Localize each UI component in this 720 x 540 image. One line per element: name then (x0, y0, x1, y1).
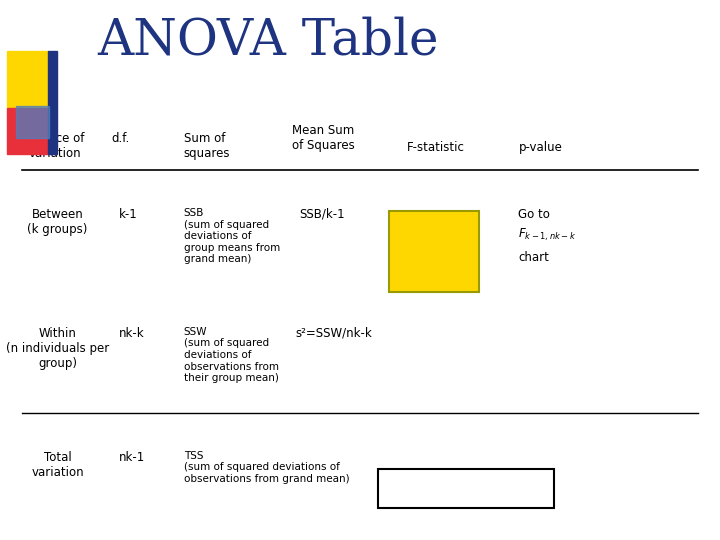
Text: SSB/k-1: SSB/k-1 (299, 208, 344, 221)
Text: s²=SSW/nk-k: s²=SSW/nk-k (295, 327, 372, 340)
Text: Within
(n individuals per
group): Within (n individuals per group) (6, 327, 109, 370)
Text: TSS
(sum of squared deviations of
observations from grand mean): TSS (sum of squared deviations of observ… (184, 451, 349, 484)
Text: ANOVA Table: ANOVA Table (97, 16, 438, 65)
Text: p-value: p-value (518, 141, 562, 154)
Text: $F_{k-1,nk-k}$: $F_{k-1,nk-k}$ (518, 227, 577, 243)
Text: Between
(k groups): Between (k groups) (27, 208, 88, 236)
Text: SSW
(sum of squared
deviations of
observations from
their group mean): SSW (sum of squared deviations of observ… (184, 327, 279, 383)
Text: Mean Sum
of Squares: Mean Sum of Squares (292, 124, 354, 152)
Text: Go to: Go to (518, 208, 550, 221)
Text: nk – k: nk – k (418, 249, 449, 260)
Text: SSW/: SSW/ (420, 239, 447, 249)
Text: SSB
(sum of squared
deviations of
group means from
grand mean): SSB (sum of squared deviations of group … (184, 208, 280, 264)
Text: Source of
variation: Source of variation (29, 132, 84, 160)
Text: Total
variation: Total variation (31, 451, 84, 479)
Text: k – 1: k – 1 (422, 226, 446, 237)
Text: k-1: k-1 (119, 208, 138, 221)
Text: TSS=SSB + SSW: TSS=SSB + SSW (402, 481, 531, 496)
Text: SSB/: SSB/ (422, 216, 446, 226)
Text: nk-k: nk-k (119, 327, 145, 340)
Text: nk-1: nk-1 (119, 451, 145, 464)
Text: Sum of
squares: Sum of squares (184, 132, 230, 160)
Text: chart: chart (518, 251, 549, 264)
Text: d.f.: d.f. (112, 132, 130, 145)
Text: F-statistic: F-statistic (407, 141, 464, 154)
